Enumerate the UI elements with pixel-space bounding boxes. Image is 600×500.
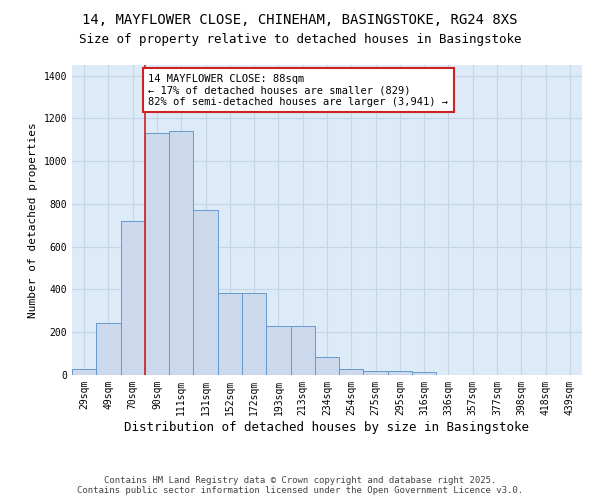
Bar [388,370,412,375]
Text: Size of property relative to detached houses in Basingstoke: Size of property relative to detached ho… [79,32,521,46]
X-axis label: Distribution of detached houses by size in Basingstoke: Distribution of detached houses by size … [125,420,530,434]
Bar [121,221,145,375]
Bar [169,132,193,375]
Text: 14, MAYFLOWER CLOSE, CHINEHAM, BASINGSTOKE, RG24 8XS: 14, MAYFLOWER CLOSE, CHINEHAM, BASINGSTO… [82,12,518,26]
Bar [364,370,388,375]
Bar [145,134,169,375]
Bar [290,326,315,375]
Bar [96,322,121,375]
Bar [218,292,242,375]
Bar [72,368,96,375]
Y-axis label: Number of detached properties: Number of detached properties [28,122,38,318]
Text: 14 MAYFLOWER CLOSE: 88sqm
← 17% of detached houses are smaller (829)
82% of semi: 14 MAYFLOWER CLOSE: 88sqm ← 17% of detac… [149,74,449,107]
Text: Contains HM Land Registry data © Crown copyright and database right 2025.
Contai: Contains HM Land Registry data © Crown c… [77,476,523,495]
Bar [412,372,436,375]
Bar [193,210,218,375]
Bar [315,357,339,375]
Bar [242,292,266,375]
Bar [339,368,364,375]
Bar [266,326,290,375]
